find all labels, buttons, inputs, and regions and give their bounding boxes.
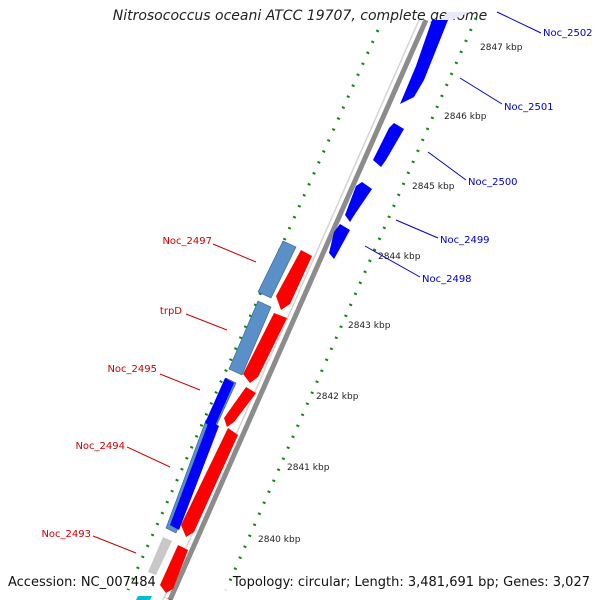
forward-cds-arrow[interactable] [400, 20, 448, 104]
feature-label[interactable]: Noc_2500 [468, 177, 518, 188]
reverse-cds-arrow[interactable] [243, 313, 287, 383]
backbone-line [167, 18, 429, 600]
forward-cds-arrow[interactable] [440, 12, 470, 20]
label-leader-line [159, 373, 201, 391]
label-leader-line [395, 219, 439, 239]
feature-label[interactable]: Noc_2494 [75, 441, 125, 452]
tick-label: 2844 kbp [378, 252, 421, 262]
label-leader-line [185, 313, 228, 331]
feature-label[interactable]: Noc_2495 [107, 364, 157, 375]
label-leader-line [212, 243, 257, 263]
cds-bar[interactable] [136, 596, 152, 600]
tick-label: 2843 kbp [348, 321, 391, 331]
tick-label: 2846 kbp [444, 112, 487, 122]
feature-label[interactable]: Noc_2501 [504, 102, 554, 113]
label-leader-line [496, 11, 542, 34]
tick-track-outer [224, 17, 478, 591]
feature-label[interactable]: Noc_2493 [41, 529, 91, 540]
forward-cds-arrow[interactable] [345, 182, 372, 222]
gene-bar[interactable] [257, 240, 297, 299]
accession-text: Accession: NC_007484 [8, 575, 156, 590]
tick-label: 2840 kbp [258, 535, 301, 545]
label-leader-line [459, 77, 503, 105]
reverse-cds-arrow[interactable] [224, 387, 256, 427]
gene-bar[interactable] [228, 300, 272, 376]
feature-label[interactable]: Noc_2497 [162, 236, 212, 247]
feature-label[interactable]: Noc_2502 [543, 28, 593, 39]
label-leader-line [126, 446, 171, 468]
label-leader-line [92, 535, 137, 554]
tick-label: 2847 kbp [480, 43, 523, 53]
tick-label: 2845 kbp [412, 182, 455, 192]
reverse-cds-arrow[interactable] [160, 545, 188, 593]
tick-label: 2841 kbp [287, 463, 330, 473]
reverse-cds-arrow[interactable] [181, 428, 238, 537]
tick-label: 2842 kbp [316, 392, 359, 402]
cds-bar[interactable] [205, 378, 234, 428]
reverse-cds-arrow[interactable] [276, 250, 312, 310]
forward-cds-arrow[interactable] [373, 123, 404, 167]
label-leader-line [364, 245, 421, 278]
map-title: Nitrosococcus oceani ATCC 19707, complet… [112, 8, 488, 24]
reverse-cds-arrow[interactable] [164, 597, 172, 600]
forward-cds-arrow[interactable] [329, 224, 350, 259]
feature-label[interactable]: trpD [160, 306, 182, 317]
pseudogene-bar[interactable] [148, 537, 172, 575]
label-leader-line [427, 151, 467, 181]
feature-label[interactable]: Noc_2498 [422, 274, 472, 285]
genome-summary: Topology: circular; Length: 3,481,691 bp… [232, 575, 590, 590]
cds-bar[interactable] [170, 421, 219, 530]
feature-label[interactable]: Noc_2499 [440, 235, 490, 246]
